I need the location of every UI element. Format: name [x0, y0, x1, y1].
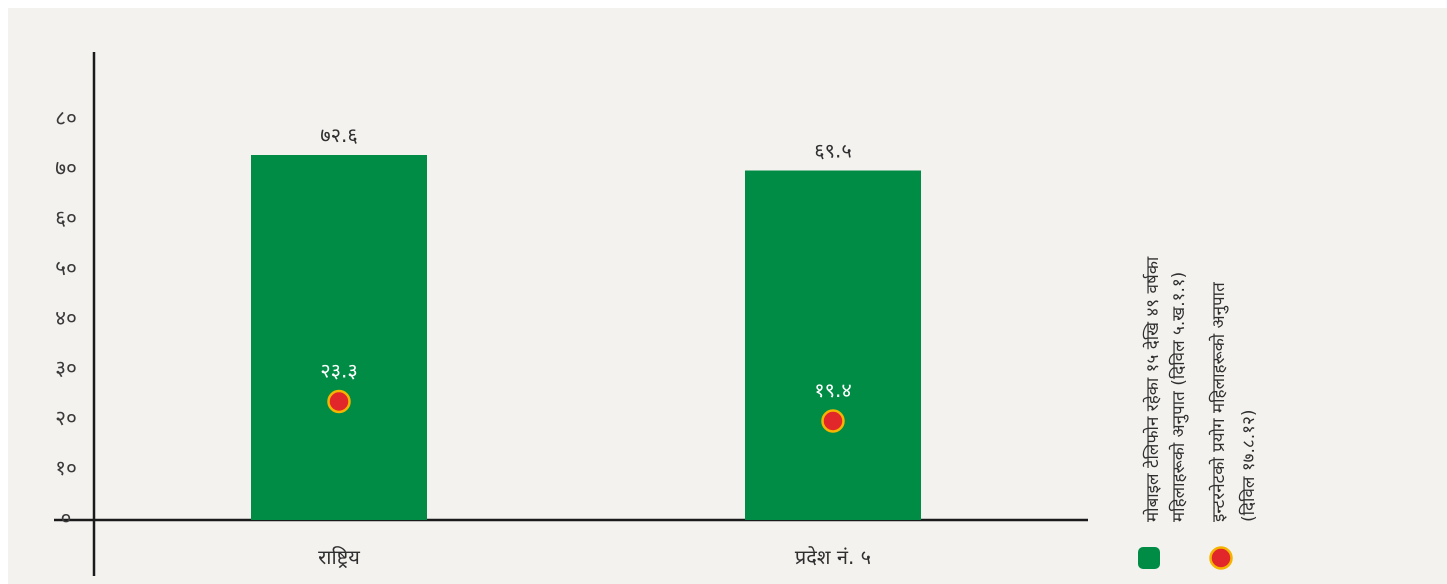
y-tick-label: ४०	[55, 306, 77, 330]
point-value-label: २३.३	[320, 359, 358, 383]
bar	[251, 155, 427, 520]
y-tick-label: ५०	[55, 256, 77, 280]
points	[327, 389, 845, 433]
bar-value-label: ६९.५	[814, 139, 852, 163]
y-tick-label: १०	[55, 456, 77, 480]
category-labels: राष्ट्रिय प्रदेश नं. ५	[318, 545, 871, 569]
point-marker	[821, 409, 845, 433]
legend-label: महिलाहरूको अनुपात (दिविल ५.ख.१.१)	[1168, 272, 1189, 522]
legend-marker-bar	[1138, 547, 1160, 569]
bar-value-label: ७२.६	[320, 123, 358, 147]
y-tick-label: ३०	[55, 356, 77, 380]
legend: मोबाइल टेलिफोन रहेका १५ देखि ४९ वर्षका मह…	[1138, 256, 1259, 570]
y-tick-label: ७०	[55, 156, 77, 180]
y-tick-label: २०	[55, 406, 77, 430]
y-tick-labels: ० १० २० ३० ४० ५० ६० ७० ८०	[55, 106, 77, 530]
legend-label: (दिविल १७.८.१२)	[1238, 410, 1259, 523]
category-label: राष्ट्रिय	[318, 545, 360, 569]
y-tick-label: ८०	[55, 106, 77, 130]
point-marker	[327, 389, 351, 414]
chart-svg: ० १० २० ३० ४० ५० ६० ७० ८० ७२.६ २३.३ ६९.५ १९.४ राष्ट…	[54, 52, 1259, 576]
y-tick-label: ६०	[55, 206, 77, 230]
point-value-label: १९.४	[814, 378, 852, 402]
bar	[745, 170, 921, 520]
legend-label: मोबाइल टेलिफोन रहेका १५ देखि ४९ वर्षका	[1142, 256, 1163, 522]
category-label: प्रदेश नं. ५	[795, 545, 871, 569]
bars	[251, 155, 921, 520]
chart-container: ० १० २० ३० ४० ५० ६० ७० ८० ७२.६ २३.३ ६९.५ १९.४ राष्ट…	[8, 8, 1447, 584]
data-labels: ७२.६ २३.३ ६९.५ १९.४	[320, 123, 852, 402]
legend-label: इन्टरनेटको प्रयोग महिलाहरूको अनुपात	[1208, 282, 1229, 522]
y-tick-label: ०	[61, 506, 72, 530]
legend-marker-point	[1209, 546, 1233, 570]
